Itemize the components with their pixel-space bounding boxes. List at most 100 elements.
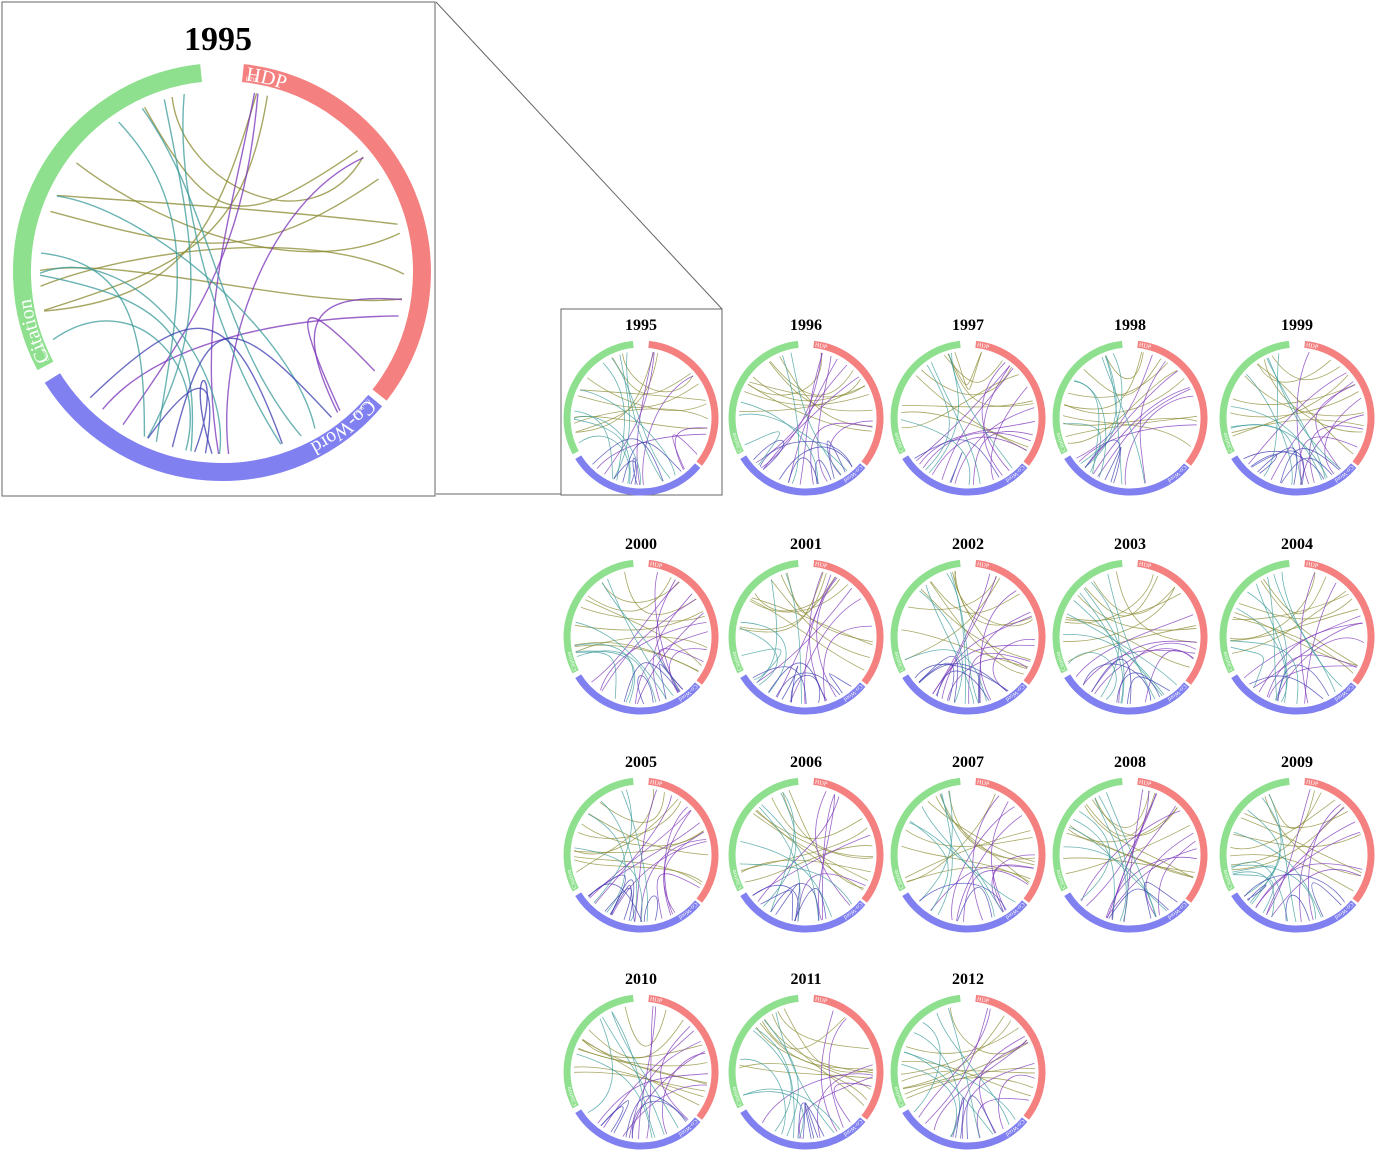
chord-link: [194, 379, 213, 454]
hdp-arc: [1304, 340, 1375, 466]
chord-link: [954, 407, 1035, 484]
hdp-label: HDP: [976, 562, 990, 571]
chord-link: [611, 1011, 656, 1138]
hdp-label: HDP: [976, 997, 990, 1006]
chord-link: [1078, 424, 1197, 462]
chord-link: [40, 246, 405, 287]
chord-link: [1309, 425, 1364, 483]
chord-link: [901, 1060, 1031, 1097]
chord-link: [906, 1067, 1035, 1099]
chord-link: [941, 576, 997, 699]
coword-arc: [1231, 455, 1357, 496]
chord-link: [916, 365, 1011, 462]
chord-link: [921, 366, 1012, 396]
chord-link: [1251, 450, 1305, 485]
chord-link: [581, 823, 704, 847]
chord-link: [929, 581, 1024, 675]
coword-arc: [1064, 455, 1190, 496]
chord-link: [1250, 454, 1277, 474]
chord-link: [674, 427, 708, 470]
citation-arc: [890, 994, 961, 1109]
chord-link: [1267, 357, 1342, 470]
chord-links: [39, 92, 405, 455]
chord-link: [574, 642, 699, 672]
chord-link: [775, 672, 841, 698]
chord-link: [50, 178, 379, 244]
chord-link: [951, 352, 1013, 469]
coword-label: Co-Word: [307, 395, 380, 459]
chord-link: [587, 1018, 613, 1114]
chord-link: [901, 1070, 1036, 1082]
chord-link: [789, 598, 862, 703]
chord-link: [739, 576, 836, 630]
hdp-arc: [648, 559, 719, 685]
chord-link: [771, 797, 863, 840]
chord-link: [575, 353, 659, 433]
chord-link: [815, 459, 832, 485]
chord-links: [1062, 571, 1197, 705]
chord-link: [962, 1063, 1035, 1139]
chord-link: [955, 1097, 965, 1139]
chord-link: [817, 355, 832, 482]
chord-link: [770, 579, 870, 658]
chord-link: [935, 796, 1029, 884]
chord-link: [760, 890, 794, 921]
chord-link: [1241, 817, 1362, 874]
chord-link: [626, 352, 663, 482]
chord-link: [1266, 654, 1357, 698]
chord-link: [946, 658, 1028, 701]
chord-link: [1091, 581, 1120, 698]
chord-link: [1082, 663, 1152, 701]
chord-link: [797, 1102, 825, 1139]
chord-link: [833, 1082, 872, 1123]
chord-link: [1067, 370, 1178, 444]
chord-link: [798, 1076, 873, 1139]
chord-link: [790, 352, 842, 476]
chord-link: [1238, 598, 1353, 620]
hdp-label: HDP: [649, 780, 663, 789]
chord-link: [950, 572, 967, 704]
citation-arc: [1219, 340, 1290, 455]
chord-link: [1230, 608, 1359, 641]
chord-link: [951, 806, 1015, 921]
hdp-arc: [1137, 559, 1208, 685]
chord-link: [829, 673, 852, 694]
chord-link: [826, 440, 846, 479]
chord-link: [1257, 359, 1331, 383]
chord-link: [574, 408, 709, 424]
chord-link: [1068, 826, 1168, 912]
chord-link: [581, 1039, 708, 1084]
chord-link: [1255, 863, 1363, 909]
chord-link: [1062, 415, 1191, 447]
chord-link: [663, 810, 692, 913]
hdp-arc: [975, 777, 1046, 903]
chord-link: [741, 648, 782, 683]
chord-links: [739, 352, 873, 485]
chord-link: [924, 1007, 989, 1124]
chord-link: [1256, 363, 1354, 455]
chord-link: [646, 1006, 654, 1139]
chord-links: [738, 1008, 874, 1139]
chord-link: [816, 577, 838, 698]
chord-link: [576, 1053, 653, 1139]
chord-link: [1230, 406, 1323, 481]
chord-link: [739, 572, 824, 633]
year-title: 1998: [1114, 317, 1146, 334]
chord-link: [947, 352, 982, 386]
chord-link: [1243, 450, 1325, 480]
chord-link: [1084, 575, 1159, 617]
chord-link: [753, 813, 869, 881]
chord-links: [739, 790, 874, 922]
chord-link: [1124, 395, 1194, 485]
chord-link: [966, 1095, 996, 1140]
chord-link: [1084, 805, 1194, 879]
chord-link: [600, 622, 707, 691]
chord-link: [1065, 415, 1198, 437]
chord-link: [1281, 571, 1343, 688]
chord-links: [901, 790, 1036, 922]
hdp-arc: [813, 994, 884, 1120]
